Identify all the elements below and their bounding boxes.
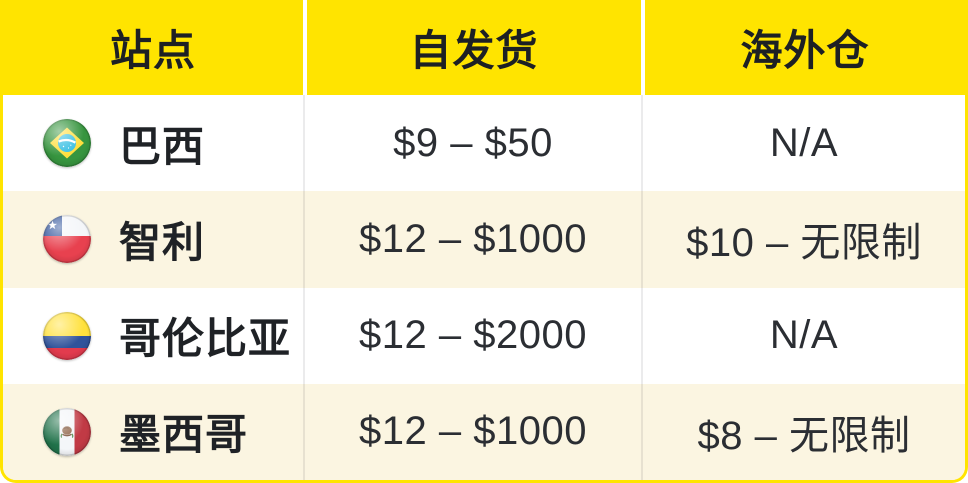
chile-flag-icon bbox=[43, 215, 91, 264]
overseas-warehouse-value: N/A bbox=[641, 287, 965, 384]
overseas-warehouse-value: $8 – 无限制 bbox=[641, 383, 965, 480]
country-name: 墨西哥 bbox=[119, 411, 249, 459]
country-name: 智利 bbox=[119, 218, 206, 266]
self-shipping-value: $12 – $1000 bbox=[303, 191, 641, 288]
column-header-site: 站点 bbox=[3, 0, 303, 95]
mexico-flag-icon bbox=[43, 407, 91, 456]
overseas-warehouse-value: N/A bbox=[641, 95, 965, 192]
country-name: 哥伦比亚 bbox=[119, 315, 292, 363]
site-cell: 巴西 bbox=[3, 95, 303, 191]
column-header-overseas-warehouse: 海外仓 bbox=[641, 0, 965, 95]
table-header-row: 站点 自发货 海外仓 bbox=[3, 0, 965, 95]
self-shipping-value: $9 – $50 bbox=[303, 95, 641, 192]
overseas-warehouse-value: $10 – 无限制 bbox=[641, 191, 965, 288]
colombia-flag-icon bbox=[43, 311, 91, 360]
table-row-mexico: 墨西哥 $12 – $1000 $8 – 无限制 bbox=[3, 383, 965, 480]
country-name: 巴西 bbox=[119, 122, 206, 170]
site-cell: 墨西哥 bbox=[3, 384, 303, 480]
self-shipping-value: $12 – $1000 bbox=[303, 383, 641, 480]
table-row-brazil: 巴西 $9 – $50 N/A bbox=[3, 95, 965, 192]
site-cell: 哥伦比亚 bbox=[3, 288, 303, 384]
column-header-self-shipping: 自发货 bbox=[303, 0, 641, 95]
brazil-flag-icon bbox=[43, 119, 91, 168]
table-row-chile: 智利 $12 – $1000 $10 – 无限制 bbox=[3, 191, 965, 288]
self-shipping-value: $12 – $2000 bbox=[303, 287, 641, 384]
table-row-colombia: 哥伦比亚 $12 – $2000 N/A bbox=[3, 287, 965, 384]
site-cell: 智利 bbox=[3, 191, 303, 287]
